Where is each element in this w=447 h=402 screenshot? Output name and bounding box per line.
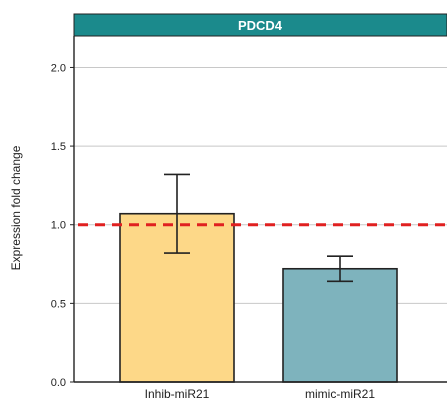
bar [282,267,398,383]
y-tick-label: 0.0 [51,377,66,389]
x-category-label: mimic-miR21 [305,387,375,401]
y-tick-label: 0.5 [51,298,66,310]
y-axis-label: Expression fold change [9,145,23,270]
title-banner [73,13,447,37]
y-tick-label: 1.0 [51,220,66,232]
y-tick-label: 2.0 [51,62,66,74]
x-category-label: Inhib-miR21 [145,387,210,401]
chart-title: PDCD4 [238,18,283,33]
y-tick-label: 1.5 [51,141,66,153]
